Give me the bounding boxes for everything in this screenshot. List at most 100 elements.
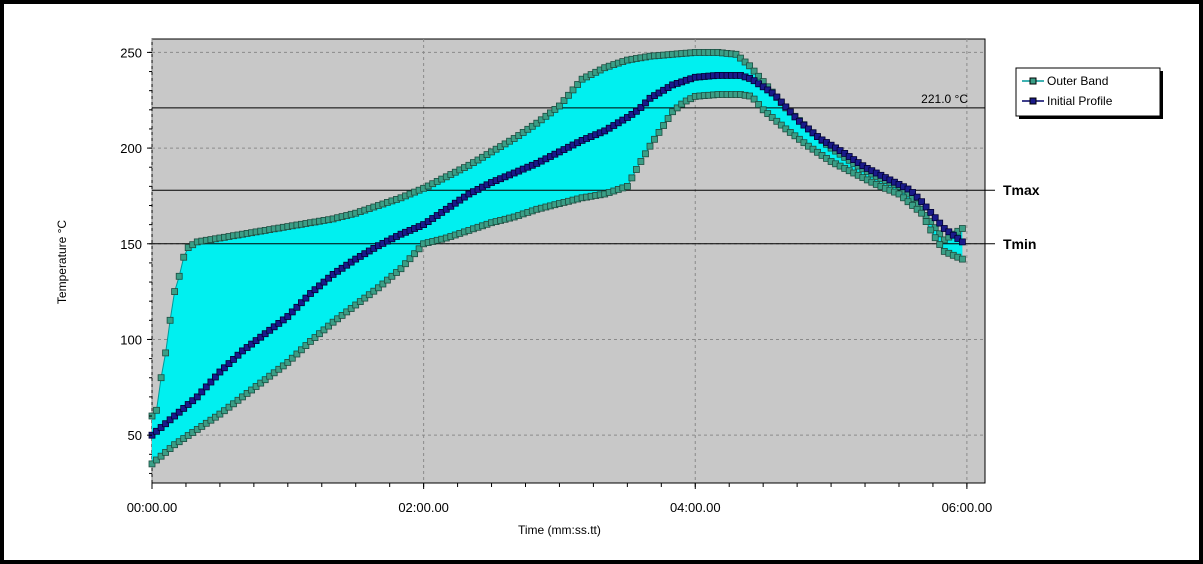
initial-profile-point <box>800 121 808 129</box>
outer-band-upper-point <box>547 109 554 117</box>
outer-band-lower-point <box>402 260 409 268</box>
outer-band-lower-point <box>329 318 337 326</box>
outer-band-lower-point <box>288 354 296 362</box>
outer-band-lower-point <box>356 298 364 306</box>
outer-band-lower-point <box>347 305 355 312</box>
outer-band-lower-point <box>800 139 808 147</box>
outer-band-upper-point <box>551 106 559 113</box>
outer-band-upper-point <box>180 253 188 261</box>
outer-band-lower-point <box>628 174 636 182</box>
outer-band-lower-point <box>660 122 667 129</box>
initial-profile-point <box>642 99 649 107</box>
initial-profile-point <box>225 360 233 368</box>
outer-band-lower-point <box>651 135 658 143</box>
outer-band-lower-point <box>153 456 160 464</box>
outer-band-lower-point <box>166 445 174 453</box>
y-tick-label: 150 <box>120 237 142 252</box>
y-tick-label: 200 <box>120 141 142 156</box>
initial-profile-point <box>284 313 292 320</box>
outer-band-lower-point <box>637 158 645 165</box>
outer-band-lower-point <box>307 337 314 345</box>
outer-band-lower-point <box>411 250 419 258</box>
initial-profile-point <box>904 185 912 193</box>
outer-band-lower-point <box>415 245 423 253</box>
outer-band-lower-point <box>270 369 278 377</box>
outer-band-upper-point <box>157 374 165 382</box>
x-tick-label: 04:00.00 <box>670 500 721 515</box>
initial-profile-point <box>207 378 215 386</box>
initial-profile-point <box>261 330 269 338</box>
outer-band-upper-point <box>166 316 174 324</box>
outer-band-upper-point <box>537 116 545 124</box>
legend-entry-outer-band: Outer Band <box>1047 74 1108 88</box>
initial-profile-point <box>307 290 314 297</box>
outer-band-lower-point <box>239 393 246 401</box>
outer-band-upper-point <box>741 58 749 66</box>
outer-band-upper-point <box>565 91 572 99</box>
outer-band-upper-point <box>746 62 753 70</box>
legend: Outer Band Initial Profile <box>1015 67 1163 119</box>
outer-band-lower-point <box>655 128 663 136</box>
outer-band-lower-point <box>633 166 640 173</box>
x-tick-label: 00:00.00 <box>127 500 178 515</box>
initial-profile-point <box>791 113 799 121</box>
series-layer <box>148 49 966 468</box>
initial-profile-point <box>288 308 296 316</box>
initial-profile-point <box>637 104 645 111</box>
outer-band-lower-point <box>750 95 758 103</box>
initial-profile-point <box>633 107 640 115</box>
initial-profile-point <box>184 401 192 408</box>
outer-band-lower-point <box>791 132 799 140</box>
initial-profile-point <box>936 219 944 227</box>
outer-band-lower-point <box>922 218 930 226</box>
outer-band-lower-point <box>397 265 405 273</box>
outer-band-upper-point <box>732 50 740 58</box>
initial-profile-point <box>316 282 323 290</box>
outer-band-lower-point <box>669 108 676 116</box>
outer-band-lower-point <box>338 311 346 319</box>
outer-band-lower-point <box>777 121 785 129</box>
initial-profile-point <box>216 368 224 376</box>
initial-profile-point <box>959 238 966 246</box>
outer-band-lower-point <box>755 101 762 108</box>
initial-profile-point <box>909 189 916 196</box>
outer-band-lower-point <box>773 117 781 125</box>
initial-profile-point <box>320 278 328 286</box>
outer-band-lower-point <box>918 209 925 217</box>
outer-band-upper-point <box>737 54 744 62</box>
initial-profile-point <box>768 89 776 97</box>
outer-band-lower-point <box>157 452 165 460</box>
outer-band-lower-point <box>320 326 328 334</box>
outer-band-upper-point <box>171 288 179 296</box>
outer-band-lower-point <box>248 386 256 394</box>
initial-profile-point <box>220 364 228 372</box>
reference-label-tmin: Tmin <box>1003 236 1036 252</box>
initial-profile-point <box>922 203 930 211</box>
initial-profile-point <box>302 294 310 302</box>
outer-band-lower-point <box>673 104 681 112</box>
initial-profile-point <box>782 103 790 111</box>
outer-band-upper-point <box>755 72 762 80</box>
initial-profile-point <box>266 326 274 334</box>
outer-band-upper-point <box>153 406 160 414</box>
y-axis-title: Temperature °C <box>55 220 69 304</box>
initial-profile-point <box>311 286 319 294</box>
outer-band-lower-point <box>311 334 319 342</box>
initial-profile-point <box>166 416 174 424</box>
reference-label-value: 221.0 °C <box>921 92 968 106</box>
reference-lines: 221.0 °C Tmax Tmin <box>152 92 1040 252</box>
outer-band-lower-point <box>624 182 631 190</box>
outer-band-lower-point <box>959 255 966 263</box>
band-fill <box>152 52 963 464</box>
outer-band-lower-point <box>904 198 912 206</box>
outer-band-lower-point <box>764 110 772 117</box>
outer-band-upper-point <box>162 349 170 357</box>
outer-band-lower-point <box>642 150 649 158</box>
legend-box <box>1015 67 1161 117</box>
outer-band-lower-point <box>302 342 310 350</box>
outer-band-lower-point <box>786 128 794 136</box>
initial-profile-point <box>805 125 812 133</box>
y-tick-label: 100 <box>120 332 142 347</box>
initial-profile-point <box>786 108 794 116</box>
